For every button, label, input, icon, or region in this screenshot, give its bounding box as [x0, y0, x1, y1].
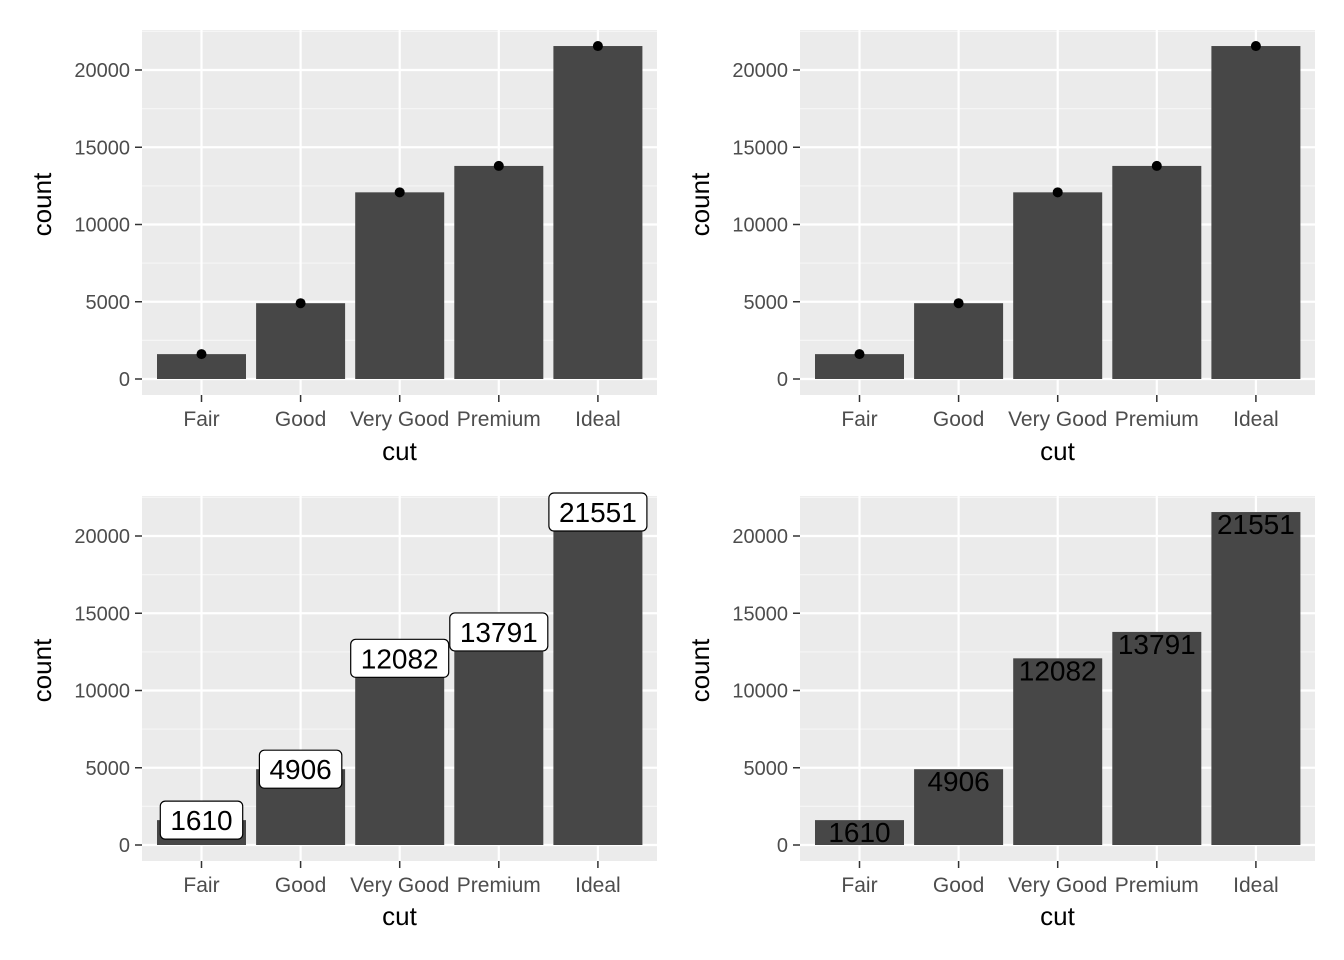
x-tick-label: Ideal	[575, 408, 621, 431]
x-tick-label: Fair	[183, 874, 219, 897]
bar-good	[914, 769, 1004, 845]
y-tick-label: 5000	[744, 758, 789, 780]
y-axis-title: count	[685, 638, 715, 702]
x-tick-label: Premium	[457, 874, 541, 897]
bar-very-good	[1013, 658, 1103, 845]
x-tick-label: Good	[933, 408, 984, 431]
data-point	[196, 349, 207, 360]
y-tick-label: 0	[777, 369, 788, 391]
y-tick-label: 5000	[86, 758, 131, 780]
bar-ideal	[1211, 46, 1301, 379]
chart-panel-2: 0 5000 10000 15000 20000 Fair Good Very Good Pre…	[685, 30, 1315, 466]
data-label: 12082	[361, 643, 439, 674]
x-axis-title: cut	[1040, 436, 1075, 466]
data-label: 4906	[927, 766, 989, 797]
data-point	[592, 41, 603, 52]
y-tick-label: 10000	[732, 215, 788, 237]
data-label: 13791	[1118, 629, 1196, 660]
y-tick-label: 15000	[732, 603, 788, 625]
bar-fair	[815, 820, 904, 845]
bar-ideal	[553, 512, 643, 845]
y-axis-title: count	[27, 172, 57, 236]
data-label-background	[449, 612, 549, 652]
data-point	[1052, 187, 1063, 198]
data-label-box: 21551	[548, 492, 648, 532]
data-label-background	[548, 492, 648, 532]
x-tick-label: Ideal	[575, 874, 621, 897]
data-label-box: 12082	[350, 638, 450, 678]
x-axis-title: cut	[382, 901, 417, 931]
data-label-background	[350, 638, 450, 678]
y-tick-label: 15000	[74, 603, 130, 625]
bar-ideal	[553, 46, 643, 379]
y-tick-label: 0	[777, 835, 788, 857]
y-tick-label: 15000	[732, 137, 788, 159]
data-label: 1610	[828, 817, 890, 848]
x-tick-label: Premium	[1115, 874, 1199, 897]
y-tick-label: 5000	[744, 292, 789, 314]
data-label-background	[159, 800, 244, 840]
x-tick-label: Very Good	[1008, 408, 1107, 431]
chart-panel-3: 1610 4906 12082 13791 21551 0 5000 10000 15000 20…	[27, 492, 657, 931]
data-label: 21551	[559, 497, 637, 528]
chart-panel-4: 1610 4906 12082 13791 21551 0 5000 10000 15000 20…	[685, 496, 1315, 931]
bar-premium	[1112, 165, 1202, 379]
data-label: 4906	[269, 754, 331, 785]
y-tick-label: 15000	[74, 137, 130, 159]
y-tick-label: 10000	[732, 681, 788, 703]
data-point	[493, 160, 504, 171]
x-tick-label: Fair	[183, 408, 219, 431]
bar-good	[256, 303, 346, 379]
x-tick-label: Good	[933, 874, 984, 897]
y-tick-label: 10000	[74, 681, 130, 703]
bar-very-good	[355, 658, 445, 845]
y-axis-title: count	[685, 172, 715, 236]
bar-ideal	[1211, 512, 1301, 845]
data-label-box: 13791	[449, 612, 549, 652]
bar-premium	[1112, 631, 1202, 845]
x-tick-label: Very Good	[350, 874, 449, 897]
bar-good	[914, 303, 1004, 379]
data-point	[1151, 160, 1162, 171]
bar-premium	[454, 631, 544, 845]
data-label: 13791	[460, 617, 538, 648]
x-tick-label: Ideal	[1233, 408, 1279, 431]
data-point	[854, 349, 865, 360]
y-tick-label: 0	[119, 369, 130, 391]
y-tick-label: 20000	[732, 60, 788, 82]
x-tick-label: Ideal	[1233, 874, 1279, 897]
data-point	[1250, 41, 1261, 52]
bar-very-good	[1013, 192, 1103, 379]
x-axis-title: cut	[382, 436, 417, 466]
x-tick-label: Premium	[1115, 408, 1199, 431]
x-tick-label: Very Good	[1008, 874, 1107, 897]
y-tick-label: 20000	[74, 60, 130, 82]
data-label: 1610	[170, 805, 232, 836]
data-point	[295, 298, 306, 309]
x-tick-label: Premium	[457, 408, 541, 431]
data-label-box: 1610	[159, 800, 244, 840]
y-tick-label: 0	[119, 835, 130, 857]
x-tick-label: Good	[275, 408, 326, 431]
bar-very-good	[355, 192, 445, 379]
x-tick-label: Good	[275, 874, 326, 897]
bar-premium	[454, 165, 544, 379]
data-label: 12082	[1019, 655, 1097, 686]
x-tick-label: Very Good	[350, 408, 449, 431]
chart-panel-1: 0 5000 10000 15000 20000 Fair Good Very Good Pre…	[27, 30, 657, 466]
data-point	[394, 187, 405, 198]
x-axis-title: cut	[1040, 901, 1075, 931]
y-tick-label: 10000	[74, 215, 130, 237]
data-label-box: 4906	[258, 749, 343, 789]
data-point	[953, 298, 964, 309]
y-tick-label: 5000	[86, 292, 131, 314]
data-label: 21551	[1217, 509, 1295, 540]
y-tick-label: 20000	[732, 526, 788, 548]
data-label-background	[258, 749, 343, 789]
y-tick-label: 20000	[74, 526, 130, 548]
y-axis-title: count	[27, 638, 57, 702]
x-tick-label: Fair	[841, 408, 877, 431]
x-tick-label: Fair	[841, 874, 877, 897]
